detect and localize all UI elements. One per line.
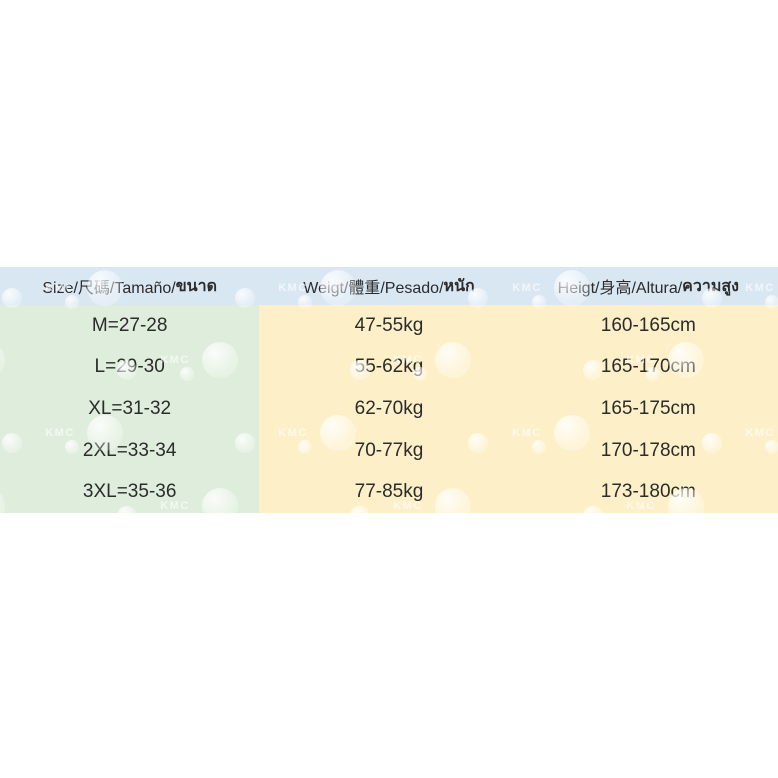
- size-header-label: Size/尺碼/Tamaño/: [42, 280, 176, 297]
- size-header-label-thai: ขนาด: [175, 277, 217, 295]
- size-value-cell: 2XL=33-34: [0, 429, 260, 472]
- height-value-cell: 170-178cm: [518, 429, 778, 472]
- weight-value-cell: 47-55kg: [259, 305, 519, 347]
- column-header-weight: Weigt/體重/Pesado/หนัก: [259, 267, 518, 305]
- table-row: 3XL=35-36 77-85kg 173-180cm: [0, 471, 778, 513]
- table-row: 2XL=33-34 70-77kg 170-178cm: [0, 429, 778, 472]
- height-header-label: Heigt/身高/Altura/: [557, 280, 683, 297]
- height-value-cell: 173-180cm: [518, 471, 778, 513]
- table-header-row: Size/尺碼/Tamaño/ขนาด Weigt/體重/Pesado/หนัก…: [0, 267, 778, 305]
- height-value-cell: 165-170cm: [518, 346, 778, 389]
- size-value-cell: L=29-30: [0, 346, 260, 389]
- column-header-size: Size/尺碼/Tamaño/ขนาด: [0, 267, 259, 305]
- size-table: Size/尺碼/Tamaño/ขนาด Weigt/體重/Pesado/หนัก…: [0, 267, 778, 513]
- height-header-label-thai: ความสูง: [682, 277, 739, 295]
- height-value-cell: 160-165cm: [518, 305, 778, 347]
- weight-value-cell: 55-62kg: [259, 346, 519, 389]
- size-value-cell: 3XL=35-36: [0, 471, 260, 513]
- size-value-cell: M=27-28: [0, 305, 260, 347]
- weight-value-cell: 62-70kg: [259, 388, 519, 430]
- table-row: XL=31-32 62-70kg 165-175cm: [0, 388, 778, 430]
- weight-value-cell: 77-85kg: [259, 471, 519, 513]
- table-row: M=27-28 47-55kg 160-165cm: [0, 305, 778, 347]
- weight-value-cell: 70-77kg: [259, 429, 519, 472]
- column-header-height: Heigt/身高/Altura/ความสูง: [519, 267, 778, 305]
- height-value-cell: 165-175cm: [518, 388, 778, 430]
- size-value-cell: XL=31-32: [0, 388, 260, 430]
- weight-header-label-thai: หนัก: [443, 277, 475, 295]
- weight-header-label: Weigt/體重/Pesado/: [303, 280, 444, 297]
- table-row: L=29-30 55-62kg 165-170cm: [0, 346, 778, 389]
